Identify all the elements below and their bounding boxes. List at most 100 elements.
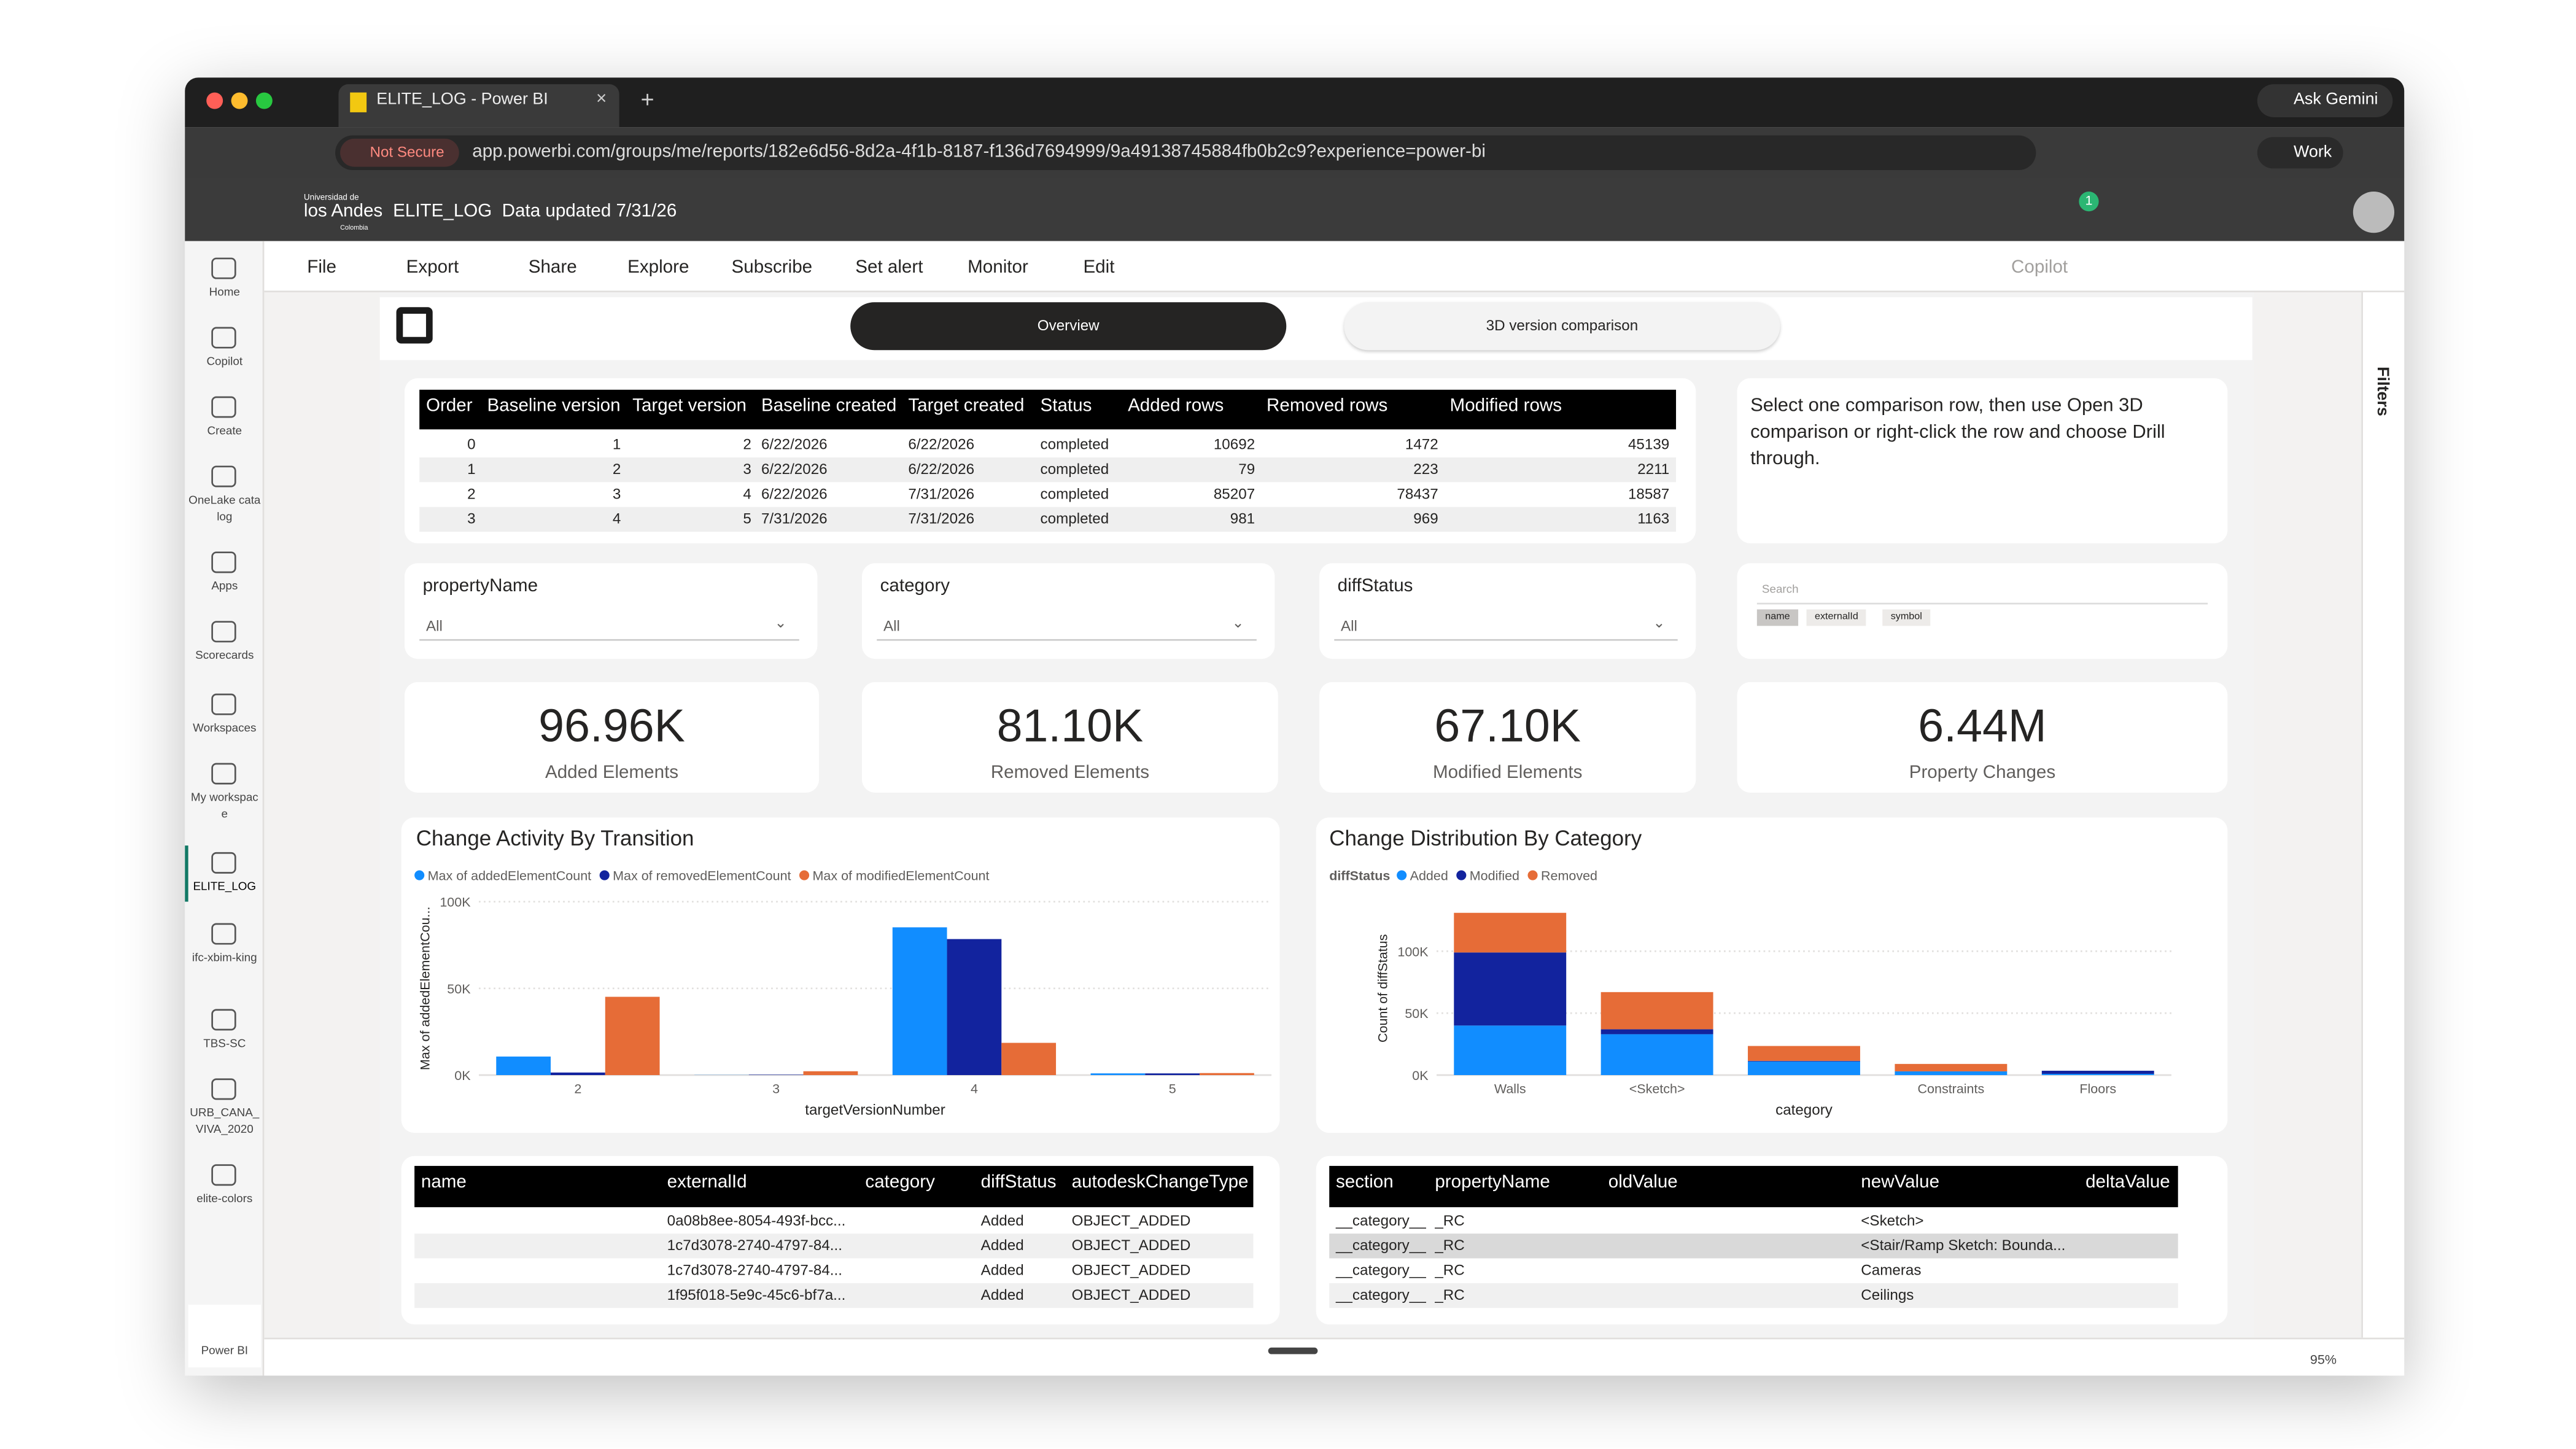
table-cell: completed bbox=[1040, 510, 1109, 527]
copilot-button[interactable]: Copilot bbox=[2011, 257, 2068, 278]
search-chip[interactable]: symbol bbox=[1882, 609, 1931, 626]
sidebar-item[interactable]: URB_CANA_VIVA_2020 bbox=[190, 1108, 260, 1136]
table-row[interactable] bbox=[414, 1233, 1254, 1259]
column-header[interactable]: propertyName bbox=[1435, 1172, 1550, 1192]
table-cell: 1c7d3078-2740-4797-84... bbox=[667, 1237, 842, 1254]
sidebar-item[interactable]: Copilot bbox=[206, 356, 243, 368]
column-header[interactable]: Target created bbox=[908, 396, 1025, 416]
sidebar-item[interactable]: Workspaces bbox=[193, 723, 257, 735]
legend-label: Max of removedElementCount bbox=[613, 869, 791, 884]
sidebar-item[interactable]: Create bbox=[207, 425, 242, 438]
kpi-label: Modified Elements bbox=[1432, 763, 1583, 783]
sidebar-item[interactable]: My workspace bbox=[190, 793, 258, 821]
power-bi-tile bbox=[188, 1304, 261, 1368]
table-cell: 1472 bbox=[1405, 436, 1438, 453]
table-cell: _RC bbox=[1435, 1212, 1465, 1229]
column-header[interactable]: category bbox=[865, 1172, 935, 1192]
column-header[interactable]: Removed rows bbox=[1266, 396, 1388, 416]
toolbar-button[interactable]: Set alert bbox=[855, 257, 923, 278]
table-row[interactable] bbox=[414, 1258, 1254, 1283]
page-scroll-handle[interactable] bbox=[1268, 1347, 1318, 1354]
legend-marker bbox=[1527, 870, 1538, 880]
column-header[interactable]: deltaValue bbox=[2085, 1172, 2170, 1192]
table-cell: 2211 bbox=[1637, 460, 1670, 478]
sidebar-item[interactable]: OneLake catalog bbox=[188, 495, 261, 524]
sidebar-item[interactable]: TBS-SC bbox=[203, 1038, 246, 1051]
table-row[interactable] bbox=[414, 1283, 1254, 1308]
table-row[interactable] bbox=[414, 1208, 1254, 1234]
address-field bbox=[335, 135, 2036, 171]
sidebar-item[interactable]: Scorecards bbox=[195, 650, 254, 662]
slicer-dropdown[interactable] bbox=[877, 609, 1257, 641]
slicer-label: category bbox=[880, 576, 950, 596]
toolbar-button[interactable]: Monitor bbox=[968, 257, 1028, 278]
table-cell: Added bbox=[980, 1286, 1024, 1303]
tab[interactable] bbox=[338, 84, 619, 128]
toolbar-button[interactable]: Export bbox=[406, 257, 459, 278]
toolbar-button[interactable]: Subscribe bbox=[731, 257, 813, 278]
bar bbox=[947, 939, 1002, 1075]
column-header[interactable]: autodeskChangeType bbox=[1071, 1172, 1249, 1192]
tab-comparison[interactable]: 3D version comparison bbox=[1344, 302, 1780, 351]
column-header[interactable]: Status bbox=[1040, 396, 1092, 416]
column-header[interactable]: externalId bbox=[667, 1172, 747, 1192]
column-header[interactable]: newValue bbox=[1861, 1172, 1940, 1192]
updated[interactable]: Data updated 7/31/26 bbox=[502, 201, 677, 222]
table-cell: 2 bbox=[743, 436, 751, 453]
toolbar-button[interactable]: Explore bbox=[627, 257, 689, 278]
window-button[interactable] bbox=[231, 92, 248, 109]
table-row[interactable] bbox=[1329, 1258, 2178, 1283]
table-row[interactable] bbox=[419, 432, 1677, 458]
table-row[interactable] bbox=[1329, 1233, 2178, 1259]
column-header[interactable]: Added rows bbox=[1128, 396, 1224, 416]
bar-segment bbox=[1454, 952, 1567, 1026]
table-cell: Added bbox=[980, 1237, 1024, 1254]
sidebar-item[interactable]: ELITE_LOG bbox=[193, 882, 257, 894]
toolbar-button[interactable]: Edit bbox=[1083, 257, 1115, 278]
search-chip[interactable]: name bbox=[1756, 609, 1799, 626]
search-chip[interactable]: externalId bbox=[1806, 609, 1867, 626]
y-tick-label: 50K bbox=[447, 982, 471, 996]
avatar[interactable] bbox=[2353, 192, 2395, 233]
card bbox=[1319, 682, 1696, 793]
sidebar-item[interactable]: Home bbox=[209, 287, 240, 299]
profile-chip[interactable] bbox=[2257, 137, 2343, 169]
sidebar-item[interactable]: elite-colors bbox=[196, 1194, 253, 1206]
column-header[interactable]: Order bbox=[425, 396, 473, 416]
gemini-button[interactable] bbox=[2257, 84, 2393, 117]
profile-label: Work bbox=[2293, 144, 2332, 162]
column-header[interactable]: Target version bbox=[632, 396, 747, 416]
sidebar-item[interactable]: Apps bbox=[211, 581, 238, 593]
table-row[interactable] bbox=[419, 457, 1677, 483]
power-bi-label[interactable]: Power BI bbox=[201, 1346, 249, 1358]
column-header[interactable]: section bbox=[1335, 1172, 1394, 1192]
kpi-value: 67.10K bbox=[1434, 700, 1581, 752]
tab-overview[interactable]: Overview bbox=[850, 302, 1287, 351]
new-tab[interactable]: + bbox=[640, 85, 654, 112]
slicer-dropdown[interactable] bbox=[1334, 609, 1678, 641]
table-row[interactable] bbox=[419, 507, 1677, 532]
column-header[interactable]: Modified rows bbox=[1449, 396, 1562, 416]
column-header[interactable]: Baseline version bbox=[487, 396, 621, 416]
toolbar-button[interactable]: File bbox=[307, 257, 336, 278]
column-header[interactable]: oldValue bbox=[1608, 1172, 1678, 1192]
window-button[interactable] bbox=[206, 92, 223, 109]
slicer-dropdown[interactable] bbox=[419, 609, 799, 641]
sidebar-item[interactable]: ifc-xbim-king bbox=[192, 952, 257, 965]
x-axis-label: targetVersionNumber bbox=[805, 1102, 945, 1119]
column-header[interactable]: name bbox=[421, 1172, 467, 1192]
toolbar-button[interactable]: Share bbox=[528, 257, 577, 278]
column-header[interactable]: diffStatus bbox=[980, 1172, 1057, 1192]
column-header[interactable]: Baseline created bbox=[761, 396, 897, 416]
slicer-value: All bbox=[425, 617, 443, 634]
card bbox=[401, 817, 1280, 1133]
tab-close[interactable]: × bbox=[596, 89, 607, 109]
table-row[interactable] bbox=[1329, 1208, 2178, 1234]
org-line2: los Andes bbox=[303, 201, 383, 222]
zoom[interactable]: 95% bbox=[2310, 1352, 2337, 1368]
window-button[interactable] bbox=[255, 92, 273, 109]
table-row[interactable] bbox=[419, 482, 1677, 507]
legend-marker bbox=[414, 870, 425, 880]
table-row[interactable] bbox=[1329, 1283, 2178, 1308]
search-box[interactable] bbox=[1756, 581, 2208, 605]
